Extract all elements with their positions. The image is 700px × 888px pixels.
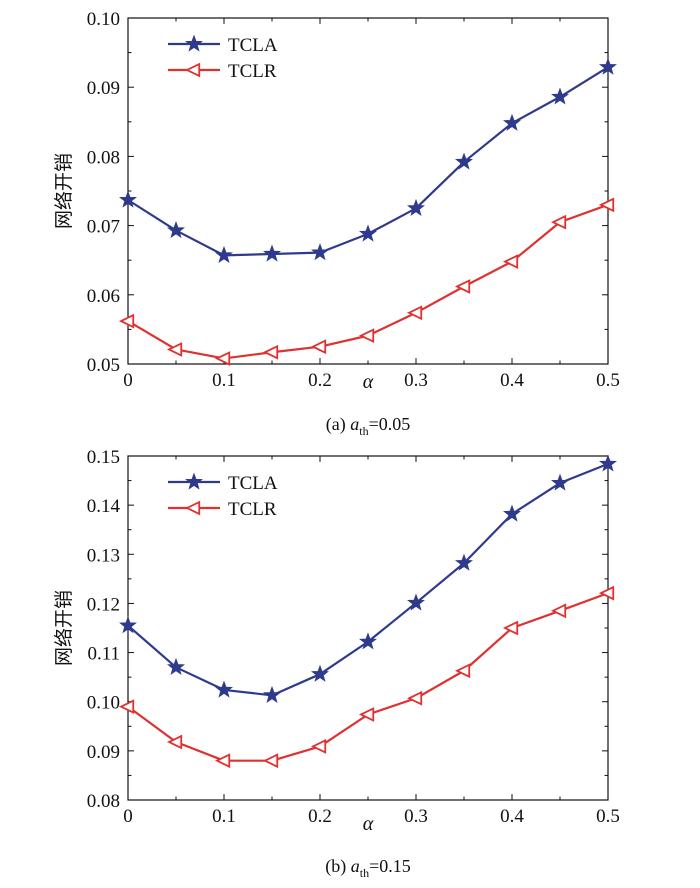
data-point-tcla (262, 244, 282, 262)
data-point-tclr (598, 197, 615, 213)
data-point-tclr (502, 620, 519, 636)
data-point-tcla (550, 473, 570, 491)
data-point-tcla (118, 616, 138, 634)
data-point-tclr (502, 254, 519, 269)
data-point-tcla (214, 245, 234, 264)
data-point-tclr (214, 753, 231, 769)
data-point-tclr (166, 734, 183, 750)
legend-label-tclr: TCLR (228, 61, 277, 82)
data-point-tcla (598, 57, 618, 75)
caption-part-caption-sub: th (359, 424, 368, 438)
data-point-tclr (550, 603, 567, 619)
data-point-tcla (502, 113, 522, 131)
caption-part-caption-param: a (351, 856, 360, 876)
legend-marker-tclr (184, 500, 201, 516)
x-tick-label: 0.5 (596, 370, 620, 391)
y-tick-label: 0.13 (87, 545, 120, 566)
chart-panel-1: 0 0.1 0.2 0.3 0.4 0.5 0.08 0.09 0.10 0.11 0.12 0.13… (53, 447, 620, 880)
y-tick-label: 0.10 (87, 9, 120, 30)
legend-label-tcla: TCLA (228, 35, 278, 56)
series-line-tclr (127, 592, 609, 762)
data-point-tclr (262, 753, 279, 769)
x-tick-label: 0 (123, 370, 133, 391)
figure-caption: (b) ath=0.15 (325, 856, 411, 880)
legend-label-tcla: TCLA (228, 473, 278, 494)
x-tick-label: 0.4 (500, 806, 524, 827)
data-point-tcla (118, 190, 138, 208)
data-point-tclr (214, 351, 231, 366)
caption-part-caption-sub: th (360, 866, 369, 880)
data-point-tclr (310, 339, 327, 355)
y-tick-label: 0.08 (87, 147, 120, 168)
x-tick-label: 0.5 (596, 806, 620, 827)
data-point-tclr (406, 305, 423, 321)
data-point-tcla (310, 243, 330, 261)
data-point-tclr (262, 344, 279, 360)
data-point-tcla (214, 680, 234, 698)
y-tick-label: 0.09 (87, 78, 120, 99)
data-point-tclr (310, 739, 327, 754)
caption-part-caption-prefix: (b) (325, 856, 351, 877)
data-point-tcla (454, 553, 474, 571)
x-tick-label: 0.2 (308, 370, 332, 391)
series-line-tcla (127, 462, 609, 697)
y-tick-label: 0.09 (87, 742, 120, 763)
caption-part-caption-value: =0.15 (369, 856, 411, 876)
x-tick-label: 0.3 (404, 370, 428, 391)
data-point-tclr (358, 328, 375, 344)
y-tick-label: 0.07 (87, 217, 120, 238)
x-tick-label: 0.1 (212, 806, 236, 827)
x-tick-label: 0.3 (404, 806, 428, 827)
data-point-tclr (598, 585, 615, 601)
data-point-tcla (310, 664, 330, 682)
legend-marker-tclr (184, 62, 201, 78)
data-point-tcla (262, 685, 282, 703)
x-axis-label: α (363, 371, 374, 393)
y-tick-label: 0.11 (87, 644, 120, 665)
x-axis-label: α (363, 813, 374, 835)
data-point-tcla (406, 593, 426, 611)
data-point-tcla (166, 220, 186, 239)
caption-part-caption-prefix: (a) (326, 414, 350, 435)
data-point-tcla (598, 454, 618, 472)
data-point-tclr (118, 699, 135, 715)
chart-panel-0: 0 0.1 0.2 0.3 0.4 0.5 0.05 0.06 0.07 0.08 0.09 0.10… (53, 9, 620, 438)
legend-label-tclr: TCLR (228, 499, 277, 520)
data-point-tclr (166, 342, 183, 357)
data-point-tclr (454, 663, 471, 679)
y-tick-label: 0.06 (87, 286, 120, 307)
data-point-tcla (358, 632, 378, 650)
data-point-tclr (358, 707, 375, 722)
x-tick-label: 0.1 (212, 370, 236, 391)
data-point-tcla (550, 87, 570, 105)
legend-marker-tcla (184, 34, 204, 52)
y-axis-label: 网络开销 (53, 153, 75, 229)
x-tick-label: 0.4 (500, 370, 524, 391)
data-point-tclr (118, 313, 135, 329)
caption-part-caption-value: =0.05 (369, 414, 411, 434)
data-point-tclr (550, 214, 567, 230)
y-tick-label: 0.05 (87, 355, 120, 376)
y-axis-label: 网络开销 (53, 590, 75, 666)
data-point-tcla (502, 504, 522, 522)
data-point-tcla (358, 224, 378, 242)
data-point-tcla (166, 657, 186, 675)
y-tick-label: 0.12 (87, 594, 120, 615)
data-point-tclr (406, 690, 423, 706)
y-tick-label: 0.15 (87, 447, 120, 468)
data-point-tcla (454, 152, 474, 170)
figure-caption: (a) ath=0.05 (326, 414, 410, 438)
caption-part-caption-param: a (350, 414, 359, 434)
y-tick-label: 0.14 (87, 496, 121, 517)
legend-marker-tcla (184, 472, 204, 490)
x-tick-label: 0.2 (308, 806, 332, 827)
data-point-tcla (406, 198, 426, 216)
data-point-tclr (454, 279, 471, 294)
x-tick-label: 0 (123, 806, 133, 827)
y-tick-label: 0.10 (87, 693, 120, 714)
y-tick-label: 0.08 (87, 791, 120, 812)
